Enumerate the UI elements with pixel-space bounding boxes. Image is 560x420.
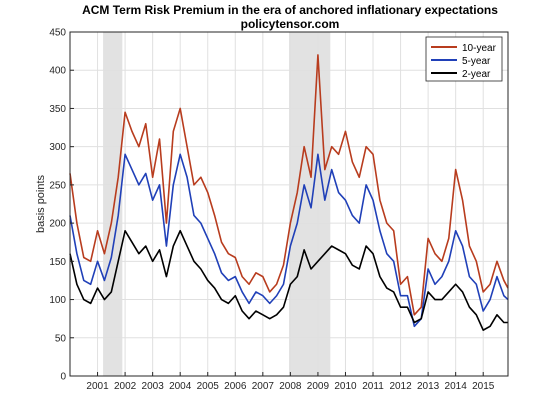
series-line-5-year (69, 153, 509, 328)
legend-label-10-year: 10-year (462, 43, 497, 54)
x-tick-label: 2006 (224, 381, 247, 392)
y-tick-label: 450 (49, 28, 66, 39)
y-tick-label: 0 (60, 372, 66, 383)
x-tick-label: 2001 (86, 381, 109, 392)
y-tick-label: 400 (49, 66, 66, 77)
y-tick-label: 200 (49, 219, 66, 230)
x-tick-label: 2002 (114, 381, 137, 392)
y-tick-label: 50 (55, 333, 67, 344)
series-line-10-year (69, 54, 509, 316)
series-line-2-year (69, 229, 508, 331)
recession-band-1 (103, 32, 123, 376)
x-tick-label: 2013 (417, 381, 440, 392)
chart-title: ACM Term Risk Premium in the era of anch… (82, 3, 498, 17)
x-tick-label: 2008 (279, 381, 302, 392)
x-tick-label: 2005 (197, 381, 220, 392)
x-tick-label: 2012 (389, 381, 412, 392)
legend-label-5-year: 5-year (462, 56, 491, 67)
x-tick-label: 2004 (169, 381, 192, 392)
x-tick-label: 2011 (362, 381, 384, 392)
plot-area-frame (69, 31, 509, 377)
legend-label-2-year: 2-year (462, 69, 491, 80)
x-axis-ticks: 2001 2002 2003 2004 2005 2006 2007 2008 2009 2010… (86, 372, 495, 392)
x-tick-label: 2007 (252, 381, 275, 392)
x-tick-label: 2003 (142, 381, 165, 392)
x-tick-label: 2009 (307, 381, 330, 392)
chart-subtitle: policytensor.com (241, 17, 340, 31)
y-tick-label: 100 (49, 295, 66, 306)
y-axis-label: basis points (35, 174, 47, 233)
y-axis-ticks: 0 50 100 150 200 250 300 350 400 450 (49, 28, 74, 383)
legend: 10-year 5-year 2-year (425, 36, 503, 82)
series-lines (69, 54, 509, 331)
x-tick-label: 2010 (334, 381, 357, 392)
y-tick-label: 350 (49, 104, 66, 115)
y-tick-label: 150 (49, 257, 66, 268)
y-tick-label: 300 (49, 142, 66, 153)
x-tick-label: 2015 (472, 381, 495, 392)
x-tick-label: 2014 (445, 381, 468, 392)
y-tick-label: 250 (49, 180, 66, 191)
